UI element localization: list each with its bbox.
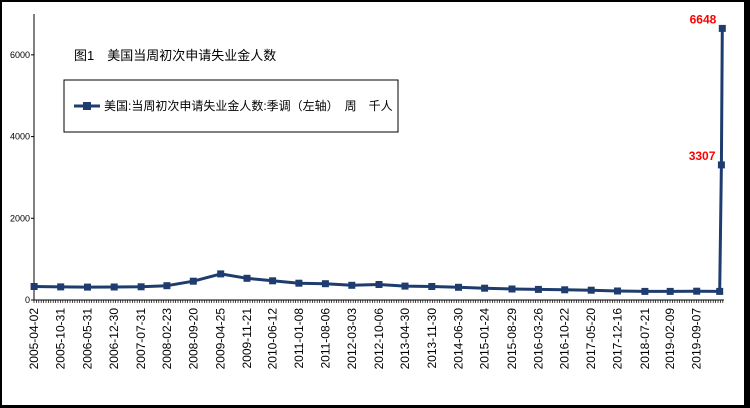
- data-point: [508, 285, 516, 293]
- x-tick-label: 2008-09-20: [186, 308, 200, 370]
- x-tick-label: 2019-09-07: [690, 308, 704, 370]
- x-tick-label: 2006-12-30: [107, 308, 121, 370]
- x-tick-label: 2017-12-16: [611, 308, 625, 370]
- line-chart: 0 2000 4000 6000 2005-04-02 2005-10-31 2006-0…: [10, 12, 726, 370]
- legend-entry: 美国:当周初次申请失业金人数:季调（左轴） 周 千人: [104, 98, 393, 113]
- y-tick-label: 2000: [10, 213, 30, 223]
- data-point: [481, 284, 489, 292]
- x-tick-label: 2013-11-30: [425, 308, 439, 369]
- data-point: [189, 277, 197, 285]
- data-point: [614, 287, 621, 295]
- x-tick-label: 2008-02-23: [160, 308, 174, 370]
- x-tick-label: 2018-07-21: [638, 308, 652, 370]
- legend: 美国:当周初次申请失业金人数:季调（左轴） 周 千人: [63, 79, 399, 133]
- x-tick-marks: [33, 300, 724, 303]
- x-tick-label: 2015-08-29: [505, 308, 519, 370]
- data-point: [587, 286, 595, 294]
- data-point: [57, 283, 65, 291]
- data-point: [641, 287, 649, 295]
- y-tick-label: 4000: [10, 132, 30, 142]
- series-group: [30, 24, 726, 295]
- y-tick-labels: 0 2000 4000 6000: [10, 50, 34, 305]
- y-tick-label: 6000: [10, 50, 30, 60]
- chart-title: 图1 美国当周初次申请失业金人数: [74, 48, 276, 63]
- data-point: [534, 285, 542, 293]
- series-line: [34, 28, 724, 293]
- data-point: [666, 287, 674, 295]
- data-point: [693, 287, 701, 295]
- x-tick-label: 2009-11-21: [240, 308, 254, 369]
- data-point: [110, 283, 118, 291]
- data-point: [84, 283, 91, 291]
- x-tick-label: 2013-04-30: [398, 308, 412, 370]
- data-point: [717, 161, 725, 169]
- data-point: [348, 281, 356, 289]
- legend-box: [63, 79, 399, 133]
- x-tick-label: 2014-06-30: [452, 308, 466, 370]
- data-point: [137, 283, 145, 291]
- data-point: [716, 287, 724, 295]
- x-tick-label: 2011-08-06: [318, 308, 332, 369]
- x-tick-label: 2005-04-02: [27, 308, 41, 370]
- data-label: 6648: [690, 12, 717, 26]
- x-tick-label: 2012-03-03: [345, 308, 359, 370]
- data-point: [455, 283, 462, 291]
- x-tick-label: 2011-01-08: [292, 308, 306, 369]
- data-point: [718, 24, 726, 32]
- x-tick-label: 2009-04-25: [214, 308, 228, 370]
- x-tick-label: 2005-10-31: [54, 308, 68, 370]
- data-labels: 3307 6648: [689, 12, 717, 163]
- x-tick-label: 2012-10-06: [372, 308, 386, 370]
- data-point: [30, 283, 38, 290]
- x-tick-label: 2016-10-22: [558, 308, 572, 370]
- x-tick-label: 2007-07-31: [134, 308, 148, 370]
- data-point: [428, 283, 436, 290]
- legend-marker-swatch: [83, 102, 91, 110]
- x-tick-label: 2010-06-12: [266, 308, 280, 370]
- data-point: [321, 280, 329, 288]
- x-tick-label: 2006-05-31: [81, 308, 95, 370]
- data-point: [375, 281, 383, 288]
- x-tick-label: 2015-01-24: [478, 308, 492, 370]
- y-tick-label: 0: [25, 295, 30, 305]
- data-point: [217, 270, 225, 278]
- data-point: [269, 277, 277, 285]
- data-label: 3307: [689, 149, 716, 163]
- data-point: [163, 282, 171, 290]
- data-point: [401, 282, 409, 290]
- x-tick-label: 2016-03-26: [531, 308, 545, 370]
- x-tick-labels: 2005-04-02 2005-10-31 2006-05-31 2006-12-30…: [27, 300, 724, 370]
- data-point: [243, 274, 251, 282]
- x-tick-label: 2019-02-09: [663, 308, 677, 370]
- x-tick-label: 2017-05-20: [584, 308, 598, 370]
- data-point: [561, 286, 569, 294]
- data-point: [295, 279, 303, 287]
